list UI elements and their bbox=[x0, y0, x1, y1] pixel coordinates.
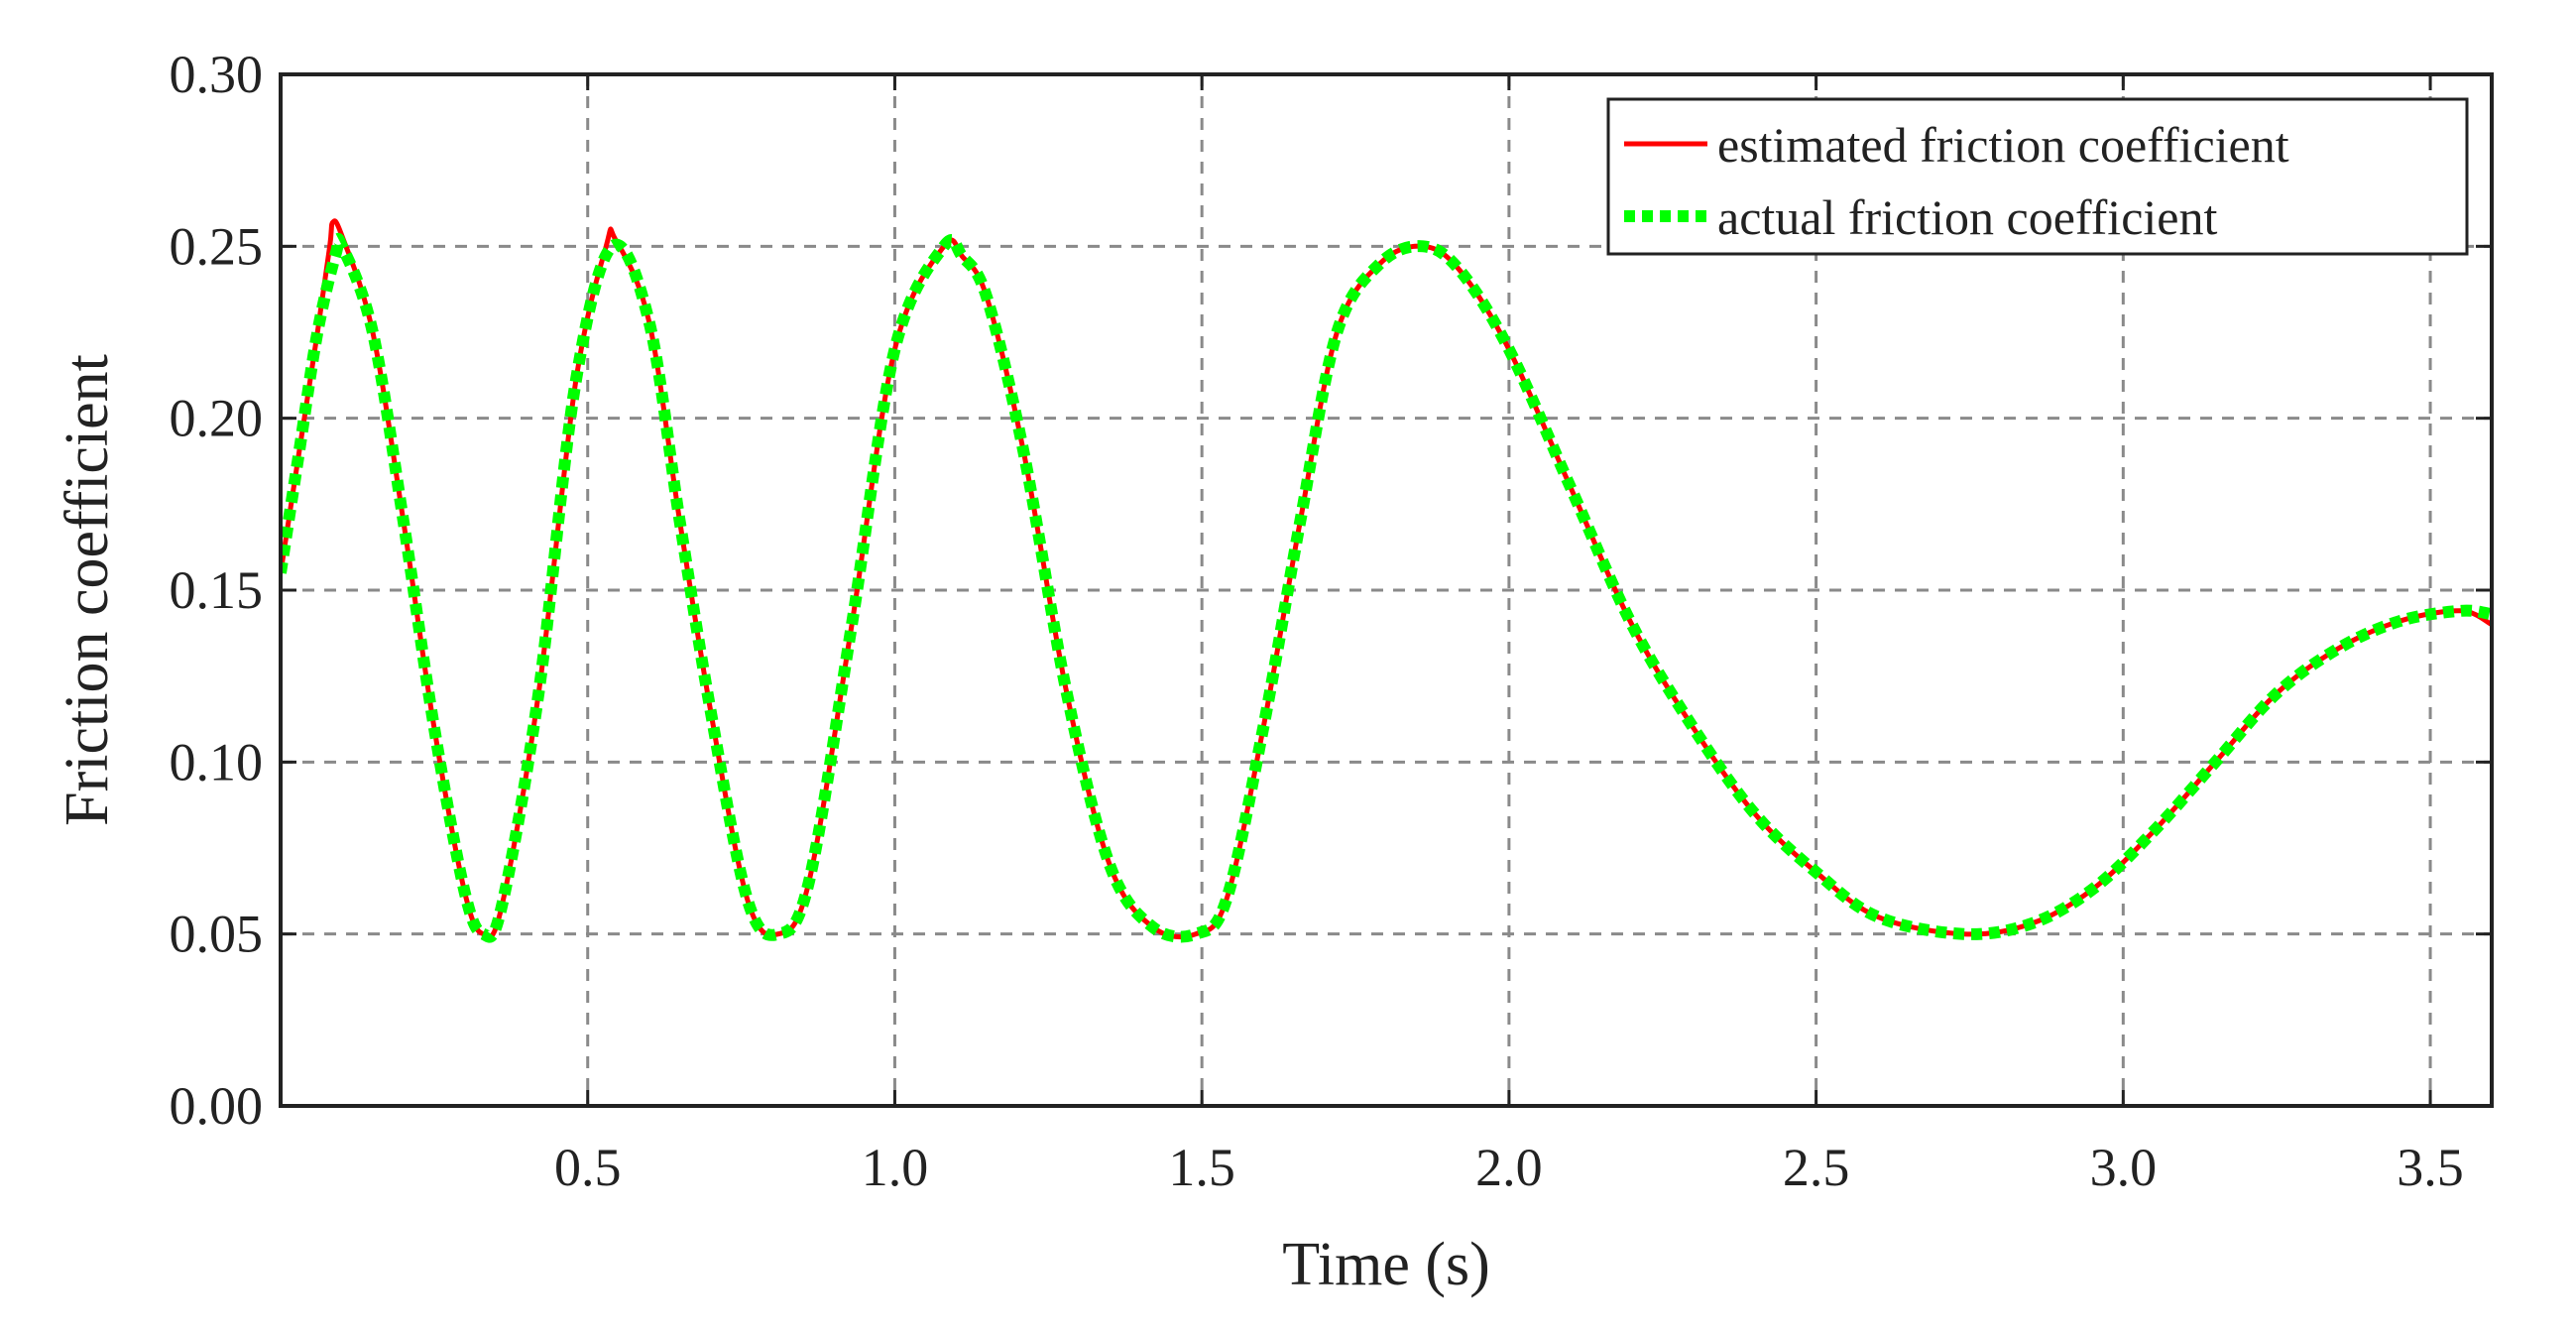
legend: estimated friction coefficient actual fr… bbox=[1606, 97, 2469, 256]
legend-box bbox=[1606, 97, 2469, 256]
x-tick-label: 3.0 bbox=[2090, 1138, 2158, 1197]
x-tick-label: 0.5 bbox=[554, 1138, 622, 1197]
series-line-actual bbox=[281, 232, 2492, 943]
y-tick-label: 0.20 bbox=[170, 389, 264, 448]
x-tick-label: 1.0 bbox=[862, 1138, 929, 1197]
x-tick-label: 2.5 bbox=[1783, 1138, 1850, 1197]
ticks bbox=[281, 72, 2492, 1108]
x-tick-label: 1.5 bbox=[1168, 1138, 1235, 1197]
y-tick-label: 0.15 bbox=[170, 560, 264, 620]
x-axis-title: Time (s) bbox=[1282, 1231, 1490, 1298]
legend-label-actual: actual friction coefficient bbox=[1717, 189, 2217, 245]
y-tick-label: 0.00 bbox=[170, 1076, 264, 1136]
x-tick-labels: 0.5 1.0 1.5 2.0 2.5 3.0 3.5 bbox=[554, 1138, 2464, 1197]
x-tick-label: 3.5 bbox=[2397, 1138, 2464, 1197]
y-tick-label: 0.10 bbox=[170, 732, 264, 791]
y-tick-label: 0.25 bbox=[170, 216, 264, 276]
x-tick-label: 2.0 bbox=[1475, 1138, 1543, 1197]
y-tick-label: 0.30 bbox=[170, 45, 264, 104]
y-tick-labels: 0.00 0.05 0.10 0.15 0.20 0.25 0.30 bbox=[170, 45, 264, 1136]
series-layer bbox=[281, 218, 2492, 943]
legend-label-estimated: estimated friction coefficient bbox=[1717, 117, 2289, 173]
y-axis-title: Friction coefficient bbox=[54, 354, 121, 826]
y-tick-label: 0.05 bbox=[170, 905, 264, 964]
